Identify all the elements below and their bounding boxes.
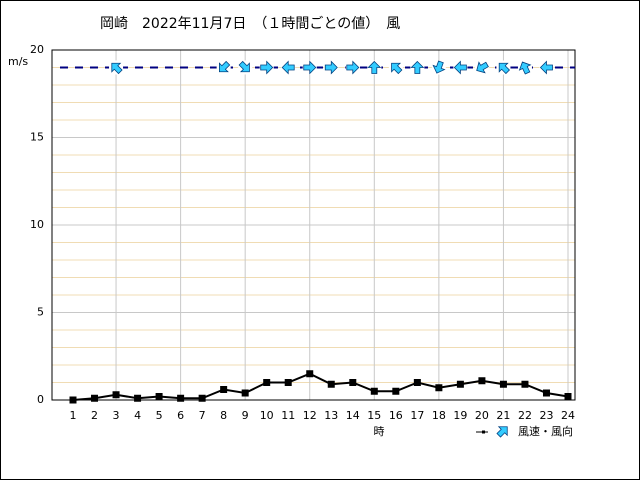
x-tick-label: 14 bbox=[346, 409, 360, 422]
point bbox=[155, 393, 163, 400]
wind-arrow bbox=[303, 60, 317, 75]
point bbox=[478, 377, 486, 385]
point bbox=[542, 389, 550, 397]
point bbox=[327, 380, 335, 388]
wind-arrow bbox=[367, 60, 382, 74]
legend-point bbox=[482, 430, 485, 434]
x-tick-label: 3 bbox=[113, 409, 120, 422]
wind-arrow bbox=[518, 61, 532, 75]
x-tick-label: 21 bbox=[496, 409, 510, 422]
point bbox=[306, 370, 314, 378]
wind-arrow bbox=[260, 60, 274, 75]
wind-arrow bbox=[432, 60, 446, 74]
x-tick-label: 7 bbox=[199, 409, 206, 422]
x-tick-label: 5 bbox=[156, 409, 163, 422]
x-tick-label: 13 bbox=[324, 409, 338, 422]
x-tick-label: 15 bbox=[367, 409, 381, 422]
x-tick-label: 12 bbox=[303, 409, 317, 422]
point bbox=[349, 379, 357, 386]
x-tick-label: 9 bbox=[242, 409, 249, 422]
wind-arrow bbox=[498, 62, 511, 75]
point bbox=[263, 379, 271, 386]
point bbox=[564, 393, 572, 400]
x-tick-label: 17 bbox=[410, 409, 424, 422]
point bbox=[91, 394, 99, 402]
y-tick-label: 0 bbox=[37, 393, 44, 406]
x-tick-label: 6 bbox=[177, 409, 184, 422]
chart-title: 岡崎 2022年11月7日 （１時間ごとの値） 風 bbox=[100, 16, 400, 32]
wind-arrow bbox=[453, 60, 467, 75]
wind-arrow bbox=[324, 60, 338, 75]
x-label: 時 bbox=[374, 425, 385, 438]
wind-arrow bbox=[539, 60, 553, 75]
wind-arrow bbox=[346, 60, 360, 75]
x-tick-label: 11 bbox=[281, 409, 295, 422]
y-tick-label: 10 bbox=[30, 218, 44, 231]
point bbox=[241, 389, 249, 397]
point bbox=[521, 380, 529, 388]
wind-arrow bbox=[238, 60, 250, 73]
point bbox=[198, 394, 206, 402]
wind-arrow bbox=[476, 61, 489, 74]
x-tick-label: 22 bbox=[518, 409, 532, 422]
y-tick-label: 20 bbox=[30, 43, 44, 56]
x-tick-label: 24 bbox=[561, 409, 575, 422]
x-tick-label: 19 bbox=[453, 409, 467, 422]
wind-arrow bbox=[111, 62, 123, 75]
x-tick-label: 23 bbox=[539, 409, 553, 422]
x-tick-label: 10 bbox=[260, 409, 274, 422]
point bbox=[69, 396, 77, 404]
wind-arrow bbox=[219, 60, 231, 73]
point bbox=[177, 394, 185, 402]
wind-arrow bbox=[410, 60, 425, 74]
y-tick-label: 5 bbox=[37, 306, 44, 319]
x-tick-label: 20 bbox=[475, 409, 489, 422]
point bbox=[456, 380, 464, 388]
wind-arrow bbox=[281, 60, 295, 75]
point bbox=[220, 386, 228, 393]
point bbox=[413, 379, 421, 386]
point bbox=[499, 380, 507, 388]
line bbox=[72, 372, 569, 401]
point bbox=[112, 391, 120, 399]
x-tick-label: 8 bbox=[220, 409, 227, 422]
x-tick-label: 4 bbox=[134, 409, 141, 422]
point bbox=[134, 394, 142, 402]
wind-arrow bbox=[391, 62, 403, 75]
x-tick-label: 1 bbox=[70, 409, 77, 422]
x-tick-label: 18 bbox=[432, 409, 446, 422]
point bbox=[435, 384, 443, 392]
y-tick-label: 15 bbox=[30, 131, 44, 144]
x-tick-label: 2 bbox=[91, 409, 98, 422]
legend-arrow bbox=[496, 426, 508, 438]
legend-label: 風速・風向 bbox=[518, 424, 573, 438]
x-tick-label: 16 bbox=[389, 409, 403, 422]
point bbox=[392, 387, 400, 395]
plot-area bbox=[51, 49, 576, 401]
point bbox=[284, 379, 292, 386]
y-unit: m/s bbox=[8, 55, 28, 68]
point bbox=[370, 387, 378, 395]
